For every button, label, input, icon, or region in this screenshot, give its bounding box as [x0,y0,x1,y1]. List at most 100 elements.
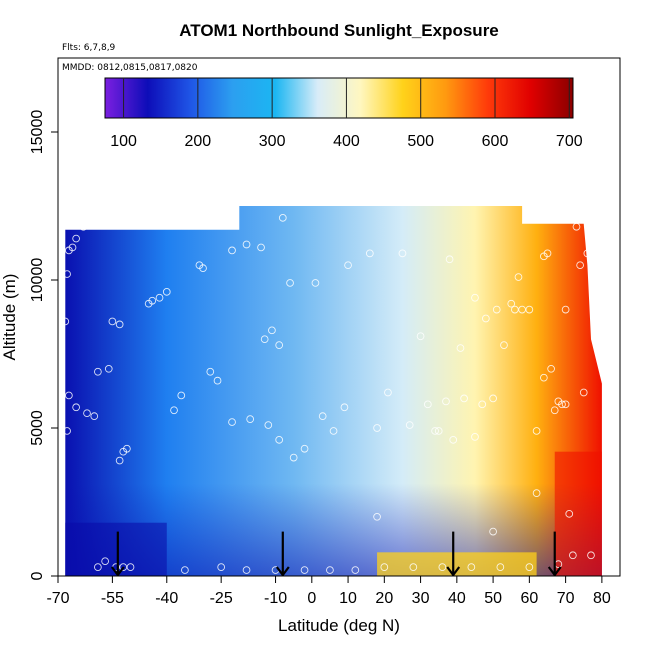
sample-point [514,273,523,281]
sample-point [289,453,298,462]
sample-point [286,279,294,287]
sample-point [300,444,309,453]
sample-point [438,563,447,571]
x-tick-label: 30 [412,590,430,607]
sample-point [162,287,171,296]
sample-point [83,409,91,418]
sample-point [449,435,458,444]
colorbar-tick-label: 200 [185,133,212,150]
sample-point [228,246,236,255]
x-tick-label: 70 [557,590,575,607]
sample-point [79,222,88,231]
sample-point [365,249,374,258]
x-tick-label: -55 [101,590,124,607]
sample-point [471,293,479,302]
sample-point [561,400,570,409]
sample-point [481,314,490,323]
sample-point [264,421,273,429]
sample-point [104,364,113,373]
plot-frame [57,57,621,577]
sample-point [228,418,236,426]
sample-point [398,249,407,258]
sample-point [434,427,443,435]
sample-point [489,527,497,536]
sample-point [94,563,102,571]
sample-point [409,563,418,571]
x-tick-label: -40 [155,590,178,607]
sample-point [525,563,534,571]
x-tick-label: 20 [375,590,393,607]
x-axis: -70 -55 -40 -25 -10 0 10 20 30 40 50 60 70 80 [46,576,611,607]
sample-point [500,341,508,349]
heatmap-field [65,206,602,576]
x-tick-label: 0 [307,590,316,607]
sample-point [181,566,189,574]
sample-point [72,234,80,243]
sample-point [206,367,215,376]
sample-point [579,388,588,397]
sample-point [543,249,552,258]
x-tick-label: 50 [484,590,502,607]
sample-point [373,424,381,432]
colorbar-ticks: 100 200 300 400 500 600 700 [110,78,583,150]
sample-point [94,367,102,376]
sample-point [123,444,131,453]
sample-point [511,305,519,314]
sample-point [311,279,320,287]
sample-point [119,563,128,571]
sample-point [300,566,309,574]
surface-warm-band [377,552,537,576]
low-altitude-band [65,522,167,576]
sample-point [416,332,425,341]
sample-point [558,400,566,409]
sample-point [217,563,226,571]
y-tick-label: 10000 [29,258,46,303]
sample-point [329,427,338,435]
sample-point [547,364,555,373]
chart-title: ATOM1 Northbound Sunlight_Exposure [179,21,499,40]
colorbar-tick-label: 100 [110,133,137,150]
sample-point [275,435,284,444]
x-axis-label: Latitude (deg N) [278,616,400,635]
sample-point [90,412,99,421]
sample-point [540,373,548,382]
sample-point [496,563,505,571]
flight-arrow-head [547,566,562,576]
sample-point [344,261,352,270]
sample-point [155,293,164,302]
colorbar-tick-label: 500 [407,133,434,150]
sample-point [213,376,222,385]
sample-point [275,341,284,349]
colorbar: 100 200 300 400 500 600 700 [104,77,583,150]
plot-area [61,206,602,576]
x-tick-label: -25 [210,590,233,607]
sample-point [101,557,109,566]
sample-point [126,563,135,571]
heatmap-lowlevel-shade [65,206,602,576]
sample-point [242,240,251,249]
y-tick-label: 0 [29,571,46,580]
sample-point [108,317,117,326]
colorbar-rect [104,77,574,119]
sample-point [63,427,71,435]
sample-point [431,427,439,435]
sample-point [525,305,534,314]
sample-point [115,456,124,465]
sample-point [384,388,392,397]
y-axis: 0 5000 10000 15000 [29,110,58,580]
y-tick-label: 5000 [29,410,46,446]
sample-point [65,391,73,400]
sample-point [467,563,476,571]
sample-point [507,299,516,308]
colorbar-tick-label: 600 [482,133,509,150]
sample-point [423,400,432,409]
sample-point [61,317,70,326]
sample-point [63,270,71,278]
x-tick-label: -70 [46,590,69,607]
flight-arrow-head [110,566,125,576]
sample-point [587,551,595,560]
sample-point [351,566,360,574]
y-tick-label: 15000 [29,110,46,155]
sample-point [115,320,124,329]
sample-point [518,305,526,314]
